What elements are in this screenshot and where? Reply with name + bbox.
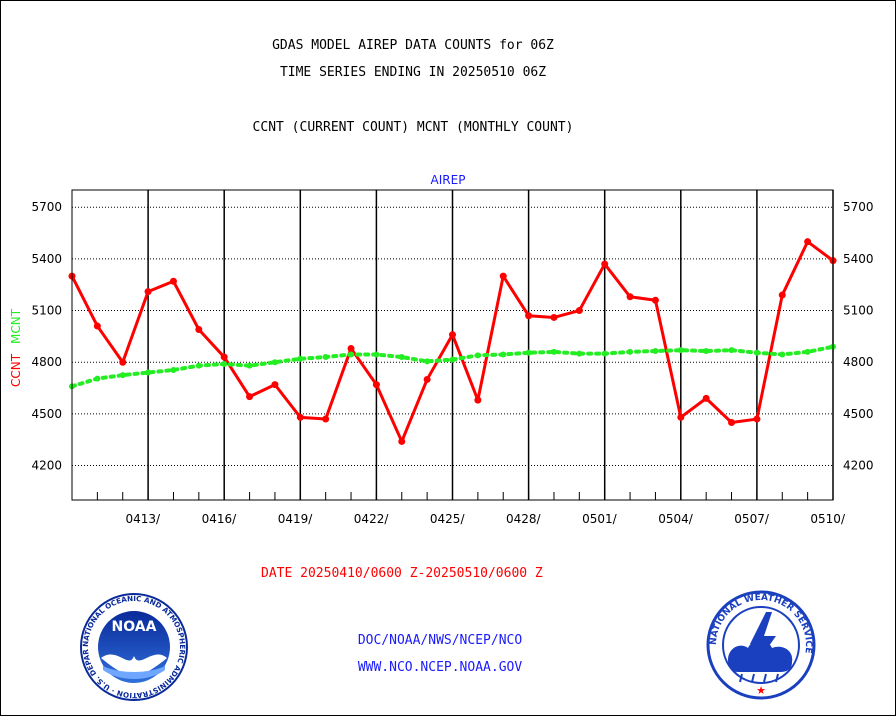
chart-subtitle: CCNT (CURRENT COUNT) MCNT (MONTHLY COUNT… [252, 120, 574, 135]
x-tick-label: 0510/ [810, 512, 846, 526]
y-axis-label-mcnt: MCNT [9, 308, 23, 344]
mcnt-point [246, 362, 253, 369]
y-tick-label-left: 4500 [31, 407, 62, 421]
y-tick-label-left: 4800 [31, 355, 62, 369]
ccnt-point [778, 291, 786, 299]
ccnt-point [449, 331, 456, 339]
plot-title: AIREP [431, 173, 466, 187]
ccnt-point [601, 260, 609, 268]
plot-border [71, 189, 834, 501]
ccnt-point [474, 396, 482, 404]
mcnt-point [398, 354, 405, 361]
ccnt-point [804, 238, 812, 246]
ccnt-point [220, 353, 228, 361]
y-tick-label-left: 5100 [31, 304, 62, 318]
ccnt-point [144, 288, 152, 296]
x-tick-label: 0416/ [202, 512, 238, 526]
x-tick-label: 0419/ [278, 512, 314, 526]
ccnt-point [296, 413, 304, 421]
mcnt-point [601, 350, 608, 357]
ccnt-point [195, 326, 203, 333]
mcnt-point [119, 372, 126, 379]
mcnt-point [221, 360, 228, 367]
nws-logo: NATIONAL WEATHER SERVICE ★ [706, 590, 816, 700]
mcnt-point [195, 362, 202, 369]
ccnt-point [93, 322, 101, 330]
mcnt-point [474, 352, 481, 359]
series-layer [68, 238, 837, 445]
ccnt-point [246, 393, 254, 401]
y-tick-label-right: 5700 [843, 200, 874, 214]
mcnt-point [271, 359, 278, 366]
mcnt-point [94, 375, 101, 382]
grid-layer [72, 190, 834, 500]
mcnt-point [170, 366, 177, 373]
ccnt-point [119, 358, 127, 366]
noaa-logo: NATIONAL OCEANIC AND ATMOSPHERIC ADMINIS… [79, 592, 188, 701]
ccnt-point [550, 313, 558, 321]
svg-text:★: ★ [756, 684, 766, 697]
ccnt-point [702, 394, 710, 402]
mcnt-point [500, 351, 507, 358]
mcnt-point [424, 358, 431, 365]
mcnt-point [449, 356, 456, 363]
mcnt-point [804, 348, 811, 355]
x-tick-label: 0507/ [734, 512, 770, 526]
y-tick-label-right: 4800 [843, 355, 874, 369]
mcnt-point [322, 354, 329, 361]
mcnt-point [525, 349, 532, 356]
y-tick-label-right: 5400 [843, 252, 874, 266]
x-tick-label: 0501/ [582, 512, 618, 526]
mcnt-point [627, 348, 634, 355]
credit-website: WWW.NCO.NCEP.NOAA.GOV [357, 660, 523, 675]
mcnt-point [373, 351, 380, 358]
ccnt-point [372, 381, 380, 389]
svg-text:NOAA: NOAA [112, 619, 157, 635]
ccnt-point [423, 375, 431, 383]
ccnt-point [728, 419, 736, 426]
ccnt-point [322, 415, 330, 423]
ccnt-point [626, 293, 634, 301]
mcnt-point [550, 348, 557, 355]
mcnt-point [576, 350, 583, 357]
y-tick-label-left: 5700 [31, 200, 62, 214]
chart-title-line1: GDAS MODEL AIREP DATA COUNTS for 06Z [272, 38, 554, 53]
mcnt-point [753, 349, 760, 356]
mcnt-point [652, 348, 659, 355]
mcnt-point [779, 351, 786, 358]
y-axis-label: CCNT MCNT [9, 308, 23, 387]
ccnt-point [525, 312, 533, 320]
ccnt-point [398, 437, 406, 445]
x-tick-label: 0422/ [354, 512, 390, 526]
y-tick-label-right: 4500 [843, 407, 874, 421]
ccnt-point [651, 296, 659, 304]
date-range-label: DATE 20250410/0600 Z-20250510/0600 Z [261, 566, 543, 581]
y-tick-label-left: 4200 [31, 459, 62, 473]
x-tick-label: 0428/ [506, 512, 542, 526]
y-tick-label-left: 5400 [31, 252, 62, 266]
axis-layer: 4200 4200 4500 4500 4800 4800 5100 5100 5400 5400… [31, 189, 874, 526]
chart-title-line2: TIME SERIES ENDING IN 20250510 06Z [279, 65, 547, 80]
y-tick-label-right: 4200 [843, 459, 874, 473]
ccnt-point [271, 381, 279, 389]
ccnt-point [347, 344, 355, 352]
ccnt-point [169, 277, 177, 285]
mcnt-point [348, 351, 355, 358]
ccnt-point [575, 307, 583, 315]
mcnt-point [728, 347, 735, 354]
y-tick-label-right: 5100 [843, 304, 874, 318]
x-tick-label: 0504/ [658, 512, 694, 526]
mcnt-point [677, 347, 684, 354]
x-tick-label: 0425/ [430, 512, 466, 526]
airep-time-series-chart: AIREP CCNT MCNT 4200 4200 4500 4500 4800 4800… [9, 173, 874, 526]
ccnt-point [499, 272, 507, 280]
ccnt-point [677, 413, 685, 421]
y-axis-label-ccnt: CCNT [9, 353, 23, 387]
x-tick-label: 0413/ [126, 512, 162, 526]
mcnt-point [703, 348, 710, 355]
mcnt-point [297, 355, 304, 362]
mcnt-point [145, 369, 152, 376]
ccnt-point [753, 415, 761, 423]
credit-organization: DOC/NOAA/NWS/NCEP/NCO [357, 633, 523, 648]
